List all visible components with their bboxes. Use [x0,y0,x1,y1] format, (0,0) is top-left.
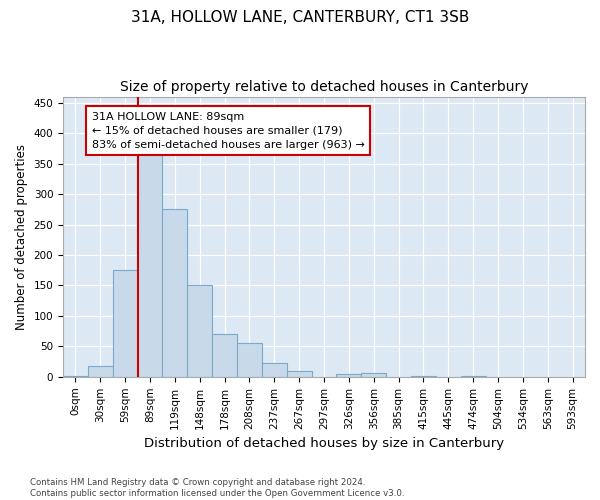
Y-axis label: Number of detached properties: Number of detached properties [15,144,28,330]
Text: 31A, HOLLOW LANE, CANTERBURY, CT1 3SB: 31A, HOLLOW LANE, CANTERBURY, CT1 3SB [131,10,469,25]
Bar [461,376,485,377]
Title: Size of property relative to detached houses in Canterbury: Size of property relative to detached ho… [120,80,528,94]
Bar [287,372,311,377]
Bar [63,376,88,377]
Bar [88,366,113,377]
Bar [337,374,361,377]
Bar [187,286,212,377]
Text: Contains HM Land Registry data © Crown copyright and database right 2024.
Contai: Contains HM Land Registry data © Crown c… [30,478,404,498]
Bar [361,372,386,377]
Bar [262,364,287,377]
Bar [137,154,163,377]
Bar [212,334,237,377]
Bar [163,210,187,377]
Bar [113,270,137,377]
X-axis label: Distribution of detached houses by size in Canterbury: Distribution of detached houses by size … [144,437,504,450]
Bar [237,344,262,377]
Bar [411,376,436,377]
Text: 31A HOLLOW LANE: 89sqm
← 15% of detached houses are smaller (179)
83% of semi-de: 31A HOLLOW LANE: 89sqm ← 15% of detached… [92,112,364,150]
